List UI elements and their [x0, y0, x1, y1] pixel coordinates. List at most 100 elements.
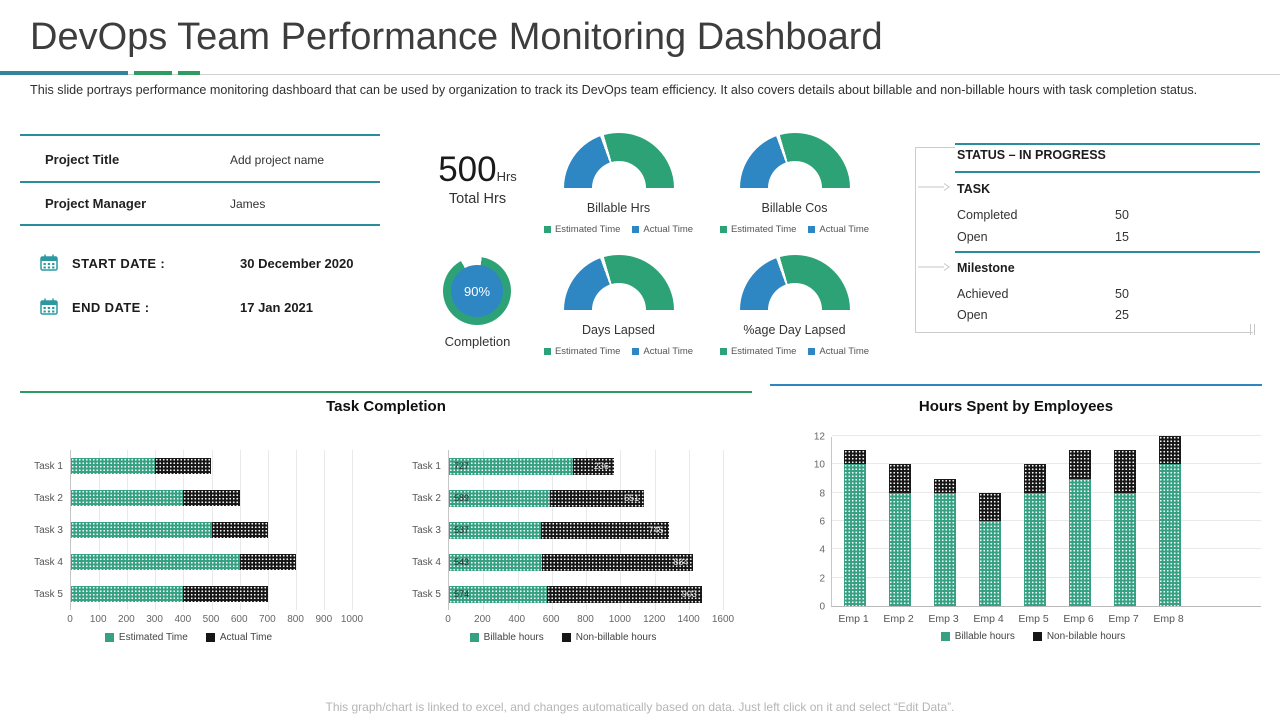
gauge-label: Billable Cos	[761, 201, 828, 215]
x-tick-label: 400	[174, 614, 192, 625]
legend-swatch	[940, 632, 950, 641]
semi-donut-chart	[563, 133, 674, 188]
bar-segment	[71, 458, 156, 474]
milestone-achieved-label: Achieved	[957, 287, 1009, 301]
bar-data-label: 884	[673, 557, 689, 567]
x-tick-label: 1200	[643, 614, 666, 625]
x-tick-label: 1000	[608, 614, 631, 625]
plot-area: 727 236 589 551 537 745 543 884 574 903	[448, 450, 724, 610]
hbar-chart: Task 1 Task 2 Task 3 Task 4 Task 5 0 100 200 300…	[25, 450, 363, 643]
bar-row	[71, 578, 352, 610]
x-tick-label: 900	[315, 614, 333, 625]
category-label: Task 5	[34, 588, 63, 600]
start-date-value[interactable]: 30 December 2020	[240, 256, 354, 271]
bar-segment: 884	[541, 553, 694, 571]
project-manager-label: Project Manager	[45, 196, 147, 211]
estimated-time-swatch	[719, 348, 727, 355]
milestone-open-label: Open	[957, 308, 988, 322]
legend-label: Estimated Time	[118, 632, 188, 643]
column-group	[877, 464, 922, 606]
project-manager-value[interactable]: James	[230, 197, 266, 211]
x-tick-label: 400	[508, 614, 526, 625]
handle-mark[interactable]	[1254, 324, 1255, 335]
bar-segment	[1068, 450, 1091, 479]
gauge-days-lapsed[interactable]: Days Lapsed Estimated Time Actual Time	[531, 255, 706, 357]
y-tick-label: 12	[813, 431, 825, 443]
x-axis: 0 200 400 600 800 1000 1200 1400 1600	[445, 610, 734, 626]
bar-segment	[71, 490, 184, 506]
bar-segment	[71, 586, 184, 602]
completion-label: Completion	[444, 334, 511, 349]
grid-line	[323, 450, 325, 610]
bar-row: 727 236	[449, 450, 723, 482]
page-title: DevOps Team Performance Monitoring Dashb…	[30, 16, 883, 58]
actual-time-swatch	[808, 348, 816, 355]
gauge-billable-hrs[interactable]: Billable Hrs Estimated Time Actual Time	[531, 133, 706, 235]
x-tick-label: 0	[445, 614, 451, 625]
hours-spent-section-title: Hours Spent by Employees	[918, 398, 1114, 415]
category-label: Task 2	[34, 492, 63, 504]
status-divider	[955, 171, 1260, 173]
category-axis: Task 1 Task 2 Task 3 Task 4 Task 5	[25, 450, 70, 610]
estimated-time-swatch	[543, 226, 551, 233]
column-group	[922, 478, 967, 606]
bar-segment	[1158, 464, 1181, 606]
bracket-vertical-line	[915, 147, 916, 333]
bar-segment	[1113, 492, 1136, 606]
estimated-time-swatch	[543, 348, 551, 355]
calendar-icon	[40, 298, 58, 315]
category-label: Task 3	[34, 524, 63, 536]
bar-segment: 543	[449, 553, 542, 571]
footer-note: This graph/chart is linked to excel, and…	[325, 700, 955, 714]
y-tick-label: 8	[819, 488, 825, 500]
axis-spacer	[403, 610, 448, 626]
x-tick-label: 1400	[677, 614, 700, 625]
chart-task-completion[interactable]: Task 1 Task 2 Task 3 Task 4 Task 5 0 100 200 300…	[25, 450, 363, 643]
category-label: Emp 6	[1063, 613, 1094, 625]
category-axis: Emp 1 Emp 2 Emp 3 Emp 4 Emp 5 Emp 6 Emp 7 Emp 8	[831, 613, 1261, 625]
x-tick-label: 800	[287, 614, 304, 625]
hbar-chart: Task 1 Task 2 Task 3 Task 4 Task 5 727 236 589 5…	[403, 450, 734, 643]
column	[978, 492, 1001, 606]
column	[1158, 436, 1181, 606]
chart-billable-by-task[interactable]: Task 1 Task 2 Task 3 Task 4 Task 5 727 236 589 5…	[403, 450, 734, 643]
gauge-pct-day-lapsed[interactable]: %age Day Lapsed Estimated Time Actual Ti…	[707, 255, 882, 357]
gauge-billable-cos[interactable]: Billable Cos Estimated Time Actual Time	[707, 133, 882, 235]
y-tick-label: 0	[819, 601, 825, 613]
project-title-value[interactable]: Add project name	[230, 153, 325, 167]
chart-legend: Estimated Time Actual Time	[25, 632, 352, 643]
end-date-value[interactable]: 17 Jan 2021	[240, 300, 314, 315]
bar-row: 589 551	[449, 482, 723, 514]
legend-item: Non-billable hours	[561, 632, 656, 643]
task-section-heading: TASK	[957, 182, 991, 196]
plot-area	[831, 435, 1261, 607]
legend-swatch	[469, 633, 479, 642]
category-label: Task 1	[412, 460, 441, 472]
bar-segment	[1068, 478, 1091, 606]
completion-donut-chart[interactable]: 90%	[443, 257, 511, 325]
task-completion-section-line	[20, 391, 752, 393]
y-axis: 0 2 4 6 8 10 12	[805, 432, 831, 613]
actual-time-swatch	[632, 348, 640, 355]
bar-segment: 551	[549, 489, 645, 507]
bar-segment	[978, 492, 1001, 521]
milestone-section-heading: Milestone	[957, 261, 1015, 275]
columns-row	[832, 436, 1192, 606]
semi-donut-chart	[563, 255, 674, 310]
handle-mark[interactable]	[1250, 324, 1251, 335]
bar-data-label: 574	[454, 589, 470, 599]
bar-segment: 236	[573, 457, 614, 475]
category-label: Emp 7	[1108, 613, 1139, 625]
bar-data-label: 903	[681, 589, 697, 599]
axis-spacer	[805, 607, 831, 625]
grid-line	[352, 450, 353, 610]
legend-estimated-time: Estimated Time	[730, 346, 797, 357]
estimated-time-swatch	[719, 226, 727, 233]
category-label: Task 5	[412, 588, 441, 600]
legend-estimated-time: Estimated Time	[730, 224, 797, 235]
bar-row	[71, 514, 352, 546]
legend-actual-time: Actual Time	[643, 224, 694, 235]
bar-data-label: 236	[593, 461, 609, 471]
